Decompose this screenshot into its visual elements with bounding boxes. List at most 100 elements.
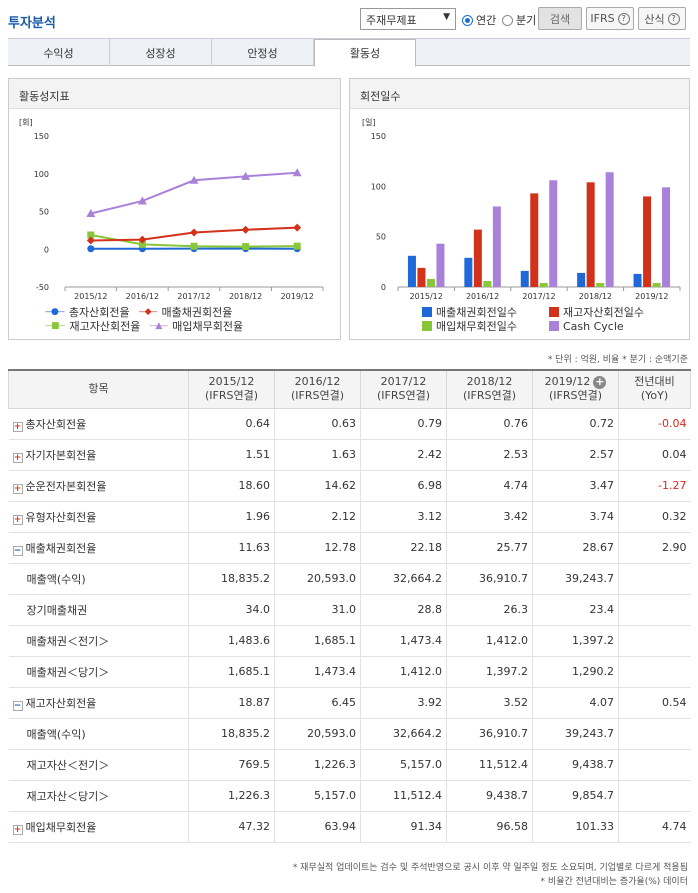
y-tick-label: 0 [44, 245, 49, 254]
legend-label: 매출채권회전일수 [436, 306, 517, 319]
yoy-cell: 0.04 [618, 439, 691, 471]
y-tick-label: -50 [36, 283, 49, 292]
value-cell: 1,397.2 [446, 656, 533, 688]
row-label: 재고자산회전율 [25, 696, 97, 710]
value-cell: 6.45 [274, 687, 361, 719]
value-cell: 14.62 [274, 470, 361, 502]
data-point [138, 235, 147, 244]
formula-button[interactable]: 산식 ? [638, 7, 686, 30]
page-title: 투자분석 [8, 16, 56, 31]
row-label-cell: + 총자산회전율 [8, 408, 189, 440]
tab-profitability[interactable]: 수익성 [8, 39, 110, 66]
value-cell: 47.32 [188, 811, 275, 843]
row-label-cell: 재고자산＜전기＞ [8, 749, 189, 781]
legend-marker-icon: —■— [45, 321, 65, 331]
data-point [189, 175, 199, 184]
bar [586, 182, 595, 287]
question-icon: ? [617, 12, 630, 25]
search-button[interactable]: 검색 [538, 7, 582, 30]
row-label: 자기자본회전율 [25, 448, 97, 462]
y-tick-label: 100 [371, 182, 386, 191]
expand-plus-icon[interactable]: + [593, 375, 607, 389]
radio-checked-icon [462, 14, 473, 26]
bar [473, 229, 482, 287]
legend-item[interactable]: —◆— 매출채권회전율 [139, 305, 233, 319]
formula-button-label: 산식 [644, 12, 665, 26]
row-label: 매입채무회전율 [25, 820, 97, 834]
tab-growth[interactable]: 성장성 [110, 39, 212, 66]
radio-quarter[interactable]: 분기 [502, 12, 536, 28]
bar [652, 282, 661, 287]
expand-icon[interactable]: + [12, 824, 23, 835]
x-tick-label: 2015/12 [74, 292, 107, 301]
expand-icon[interactable]: + [12, 452, 23, 463]
value-cell: 9,438.7 [446, 780, 533, 812]
header-period-year: 2017/12 [380, 375, 427, 389]
activity-ratio-title: 활동성지표 [9, 79, 340, 109]
x-tick-label: 2015/12 [410, 292, 443, 301]
expand-icon[interactable]: + [12, 514, 23, 525]
row-label-cell: 매출채권＜당기＞ [8, 656, 189, 688]
statement-select[interactable]: 주재무제표 ▼ [360, 8, 456, 30]
bar [605, 172, 614, 287]
value-cell: 11.63 [188, 532, 275, 564]
y-tick-label: 0 [381, 283, 386, 292]
ifrs-button[interactable]: IFRS ? [586, 7, 634, 30]
legend-marker-icon: —▲— [149, 321, 168, 331]
x-tick-label: 2019/12 [281, 292, 314, 301]
legend-item[interactable]: —■— 재고자산회전율 [45, 319, 140, 333]
radio-annual[interactable]: 연간 [462, 12, 496, 28]
value-cell: 3.42 [446, 501, 533, 533]
collapse-icon[interactable]: − [12, 545, 23, 556]
activity-ratio-legend: —●— 총자산회전율 —◆— 매출채권회전율 —■— 재고자산회전율 —▲— 매입채무회전율 [45, 305, 335, 333]
header-period: 2017/12 (IFRS연결) [360, 369, 447, 409]
legend-swatch-icon [422, 307, 432, 317]
value-cell: 5,157.0 [360, 749, 447, 781]
legend-label: Cash Cycle [563, 319, 624, 333]
header-yoy-line1: 전년대비 [634, 375, 675, 389]
tab-activity[interactable]: 활동성 [314, 39, 416, 67]
table-row: 장기매출채권 34.0 31.0 28.8 26.3 23.4 [8, 594, 691, 626]
value-cell: 11,512.4 [446, 749, 533, 781]
value-cell: 28.67 [532, 532, 619, 564]
value-cell: 769.5 [188, 749, 275, 781]
legend-item[interactable]: 매출채권회전일수 [422, 305, 540, 319]
legend-item[interactable]: —●— 총자산회전율 [45, 305, 130, 319]
activity-ratio-panel: 활동성지표 [회] 150 100 50 0 -50 2015/12 2016/12 2017/… [8, 78, 341, 340]
yoy-cell [618, 718, 691, 750]
value-cell: 36,910.7 [446, 563, 533, 595]
legend-item[interactable]: 재고자산회전일수 [549, 305, 667, 319]
statement-select-value: 주재무제표 [366, 14, 417, 27]
bar [483, 280, 492, 287]
radio-annual-label: 연간 [476, 14, 497, 27]
x-tick-label: 2016/12 [126, 292, 159, 301]
legend-swatch-icon [549, 307, 559, 317]
legend-item[interactable]: 매입채무회전일수 [422, 319, 540, 333]
value-cell: 3.74 [532, 501, 619, 533]
table-row: + 총자산회전율 0.64 0.63 0.79 0.76 0.72 -0.04 [8, 408, 691, 440]
yoy-cell: 0.54 [618, 687, 691, 719]
activity-ratio-chart: [회]150 100 50 0 -50 2015/12 2016/12 2017/12 2018… [19, 118, 324, 301]
value-cell: 18.87 [188, 687, 275, 719]
tab-stability[interactable]: 안정성 [212, 39, 314, 66]
expand-icon[interactable]: + [12, 483, 23, 494]
unit-note: * 단위 : 억원, 비율 * 분기 : 순액기준 [547, 355, 688, 365]
row-label-cell: + 자기자본회전율 [8, 439, 189, 471]
bar [596, 282, 605, 287]
data-point [293, 242, 301, 250]
x-tick-label: 2017/12 [177, 292, 210, 301]
value-cell: 1.51 [188, 439, 275, 471]
value-cell: 101.33 [532, 811, 619, 843]
legend-item[interactable]: —▲— 매입채무회전율 [149, 319, 243, 333]
bar [436, 243, 445, 287]
value-cell: 96.58 [446, 811, 533, 843]
legend-label: 매출채권회전율 [161, 306, 233, 319]
value-cell: 12.78 [274, 532, 361, 564]
value-cell: 39,243.7 [532, 563, 619, 595]
collapse-icon[interactable]: − [12, 700, 23, 711]
legend-item[interactable]: Cash Cycle [549, 319, 667, 333]
value-cell: 1,290.2 [532, 656, 619, 688]
expand-icon[interactable]: + [12, 421, 23, 432]
value-cell: 1,226.3 [188, 780, 275, 812]
y-tick-label: 150 [371, 132, 386, 141]
